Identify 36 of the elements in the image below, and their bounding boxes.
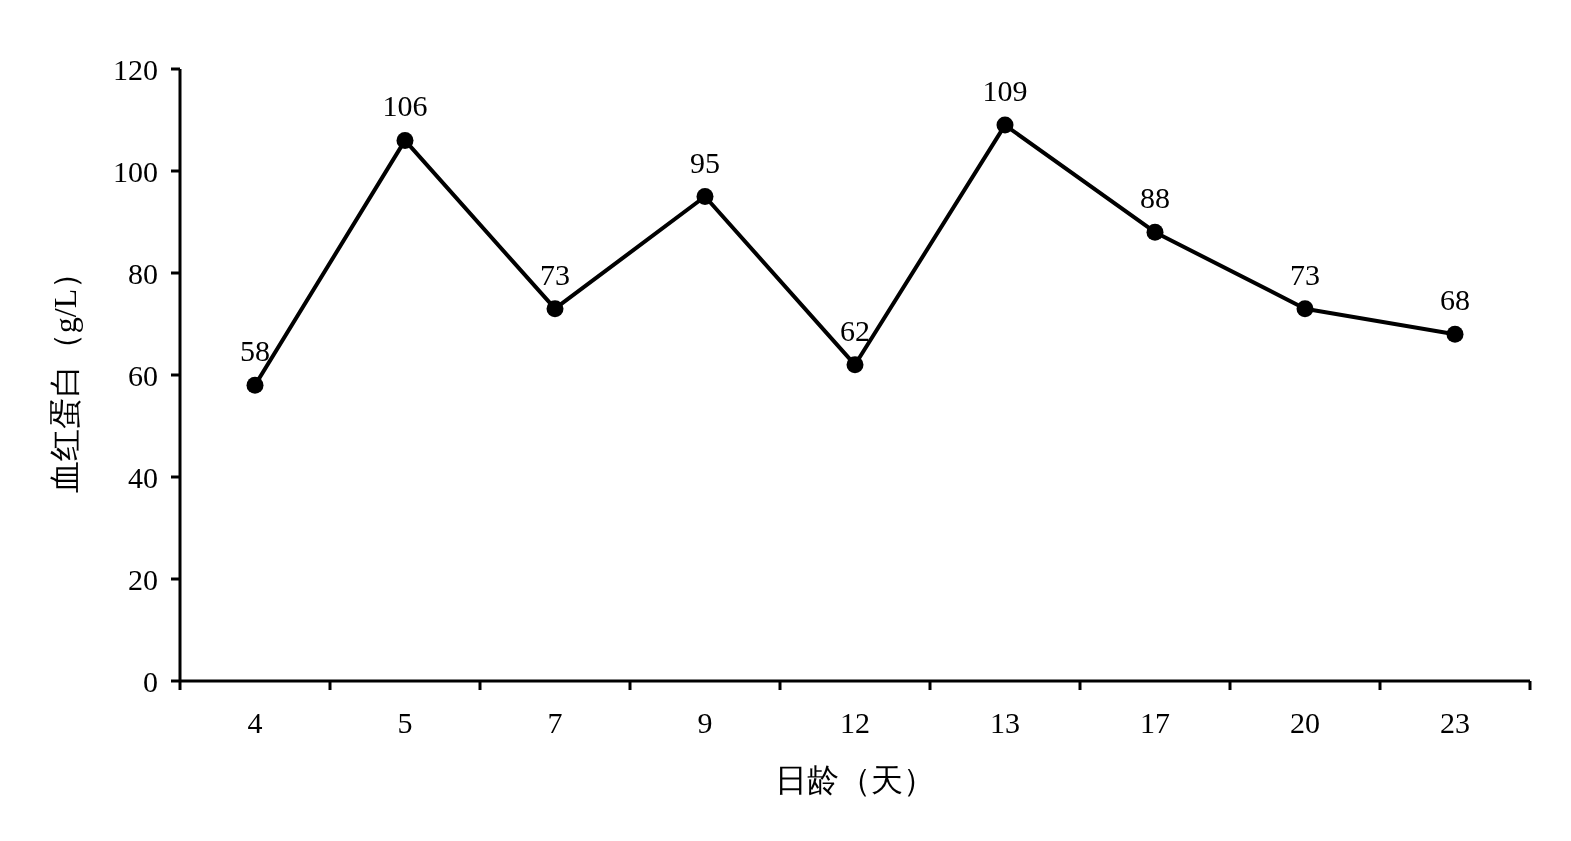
y-tick-label: 120 xyxy=(113,52,158,86)
point xyxy=(696,188,714,205)
y-tick-label: 80 xyxy=(128,256,158,290)
point xyxy=(846,356,864,374)
x-tick-label: 20 xyxy=(1290,706,1320,739)
data-label: 73 xyxy=(540,257,570,291)
point xyxy=(396,131,414,149)
y-tick-label: 60 xyxy=(128,358,158,392)
x-tick-label: 13 xyxy=(990,706,1020,739)
point xyxy=(996,116,1014,134)
data-label: 109 xyxy=(982,74,1028,108)
y-tick-label: 0 xyxy=(143,664,158,698)
x-tick-label: 17 xyxy=(1140,706,1170,739)
x-axis-title: 日龄（天） xyxy=(775,762,935,798)
point xyxy=(1446,325,1464,343)
x-tick-label: 23 xyxy=(1440,706,1470,739)
data-label: 58 xyxy=(240,334,270,368)
data-label: 68 xyxy=(1440,283,1470,317)
x-tick-label: 7 xyxy=(547,706,563,739)
data-label: 88 xyxy=(1140,181,1170,215)
x-tick-label: 12 xyxy=(840,706,870,739)
x-tick-label: 9 xyxy=(697,706,713,739)
point xyxy=(1146,223,1164,241)
y-tick-label: 100 xyxy=(113,154,158,188)
y-axis-title: 血红蛋白（g/L） xyxy=(47,256,83,494)
data-label: 62 xyxy=(840,313,870,347)
data-label: 106 xyxy=(382,89,428,123)
point xyxy=(546,300,564,318)
data-label: 95 xyxy=(690,145,720,179)
x-tick-label: 4 xyxy=(247,706,263,739)
y-tick-label: 40 xyxy=(128,460,158,494)
y-tick-label: 20 xyxy=(128,562,158,596)
data-label: 73 xyxy=(1290,257,1320,291)
point xyxy=(1296,300,1314,318)
x-tick-label: 5 xyxy=(397,706,413,739)
point xyxy=(246,376,264,394)
